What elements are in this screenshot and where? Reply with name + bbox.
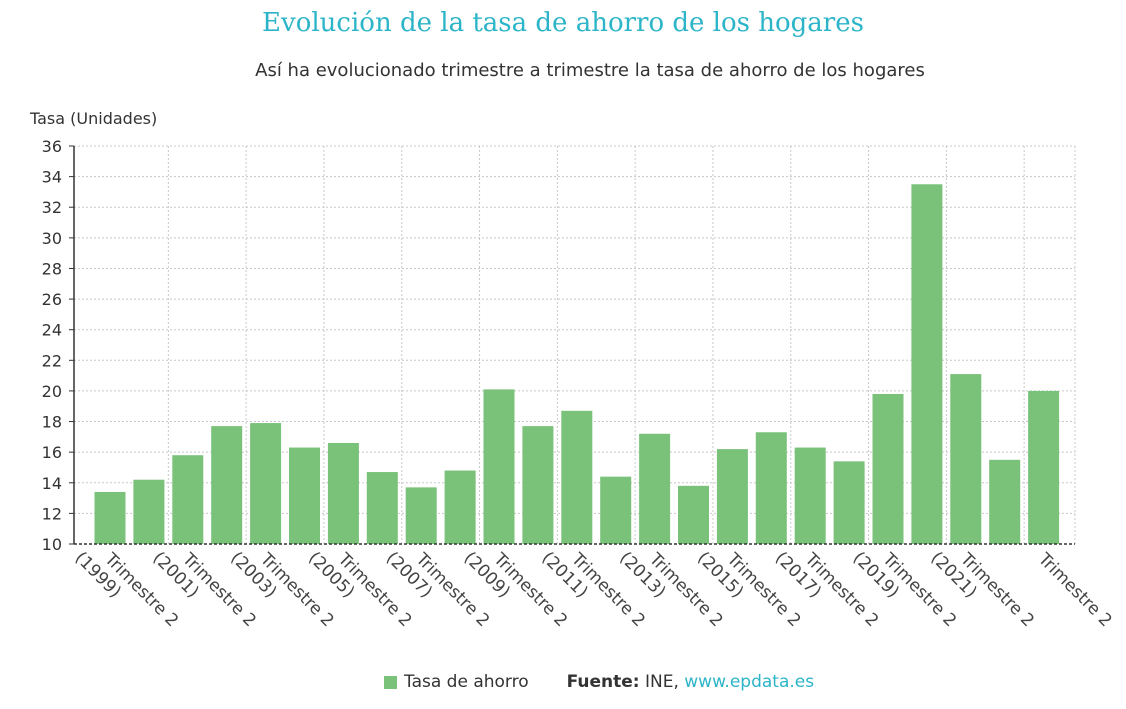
bar (1028, 390, 1060, 544)
chart-title: Evolución de la tasa de ahorro de los ho… (262, 8, 864, 38)
source-text: INE, (639, 672, 685, 692)
y-tick-label: 34 (42, 168, 62, 187)
y-tick-label: 20 (42, 382, 62, 401)
y-tick-label: 10 (42, 535, 62, 554)
y-tick-label: 12 (42, 504, 62, 523)
bar (250, 423, 282, 544)
bar (289, 447, 320, 544)
y-tick-label: 16 (42, 443, 62, 462)
bar (561, 410, 593, 544)
bar (94, 491, 126, 544)
source-link[interactable]: www.epdata.es (684, 672, 815, 692)
bar (833, 461, 865, 544)
legend-swatch (384, 675, 397, 689)
y-tick-label: 14 (42, 474, 62, 493)
source-note: Fuente: INE, www.epdata.es (567, 672, 814, 692)
bar (872, 393, 904, 544)
bar (911, 184, 943, 544)
y-tick-label: 22 (42, 351, 62, 370)
bar (444, 470, 476, 544)
y-tick-label: 26 (42, 290, 62, 309)
bar (989, 459, 1021, 544)
bar (755, 432, 787, 544)
chart-footer: Tasa de ahorro Fuente: INE, www.epdata.e… (384, 672, 814, 692)
bar (639, 433, 671, 544)
bar (678, 485, 709, 544)
y-tick-label: 28 (42, 259, 62, 278)
bar (366, 472, 398, 544)
bar (522, 426, 554, 544)
bar (950, 374, 982, 544)
bar (405, 487, 437, 544)
bar (600, 476, 632, 544)
y-tick-label: 24 (42, 321, 62, 340)
x-tick-label: Trimestre 2 (1033, 549, 1115, 631)
x-tick-label-line: Trimestre 2 (1033, 549, 1115, 631)
source-label: Fuente: (566, 672, 640, 692)
chart-subtitle: Así ha evolucionado trimestre a trimestr… (255, 60, 925, 81)
bar (716, 449, 748, 544)
bar (133, 479, 165, 544)
bar (211, 426, 243, 544)
y-tick-label: 32 (42, 198, 62, 217)
bar (327, 442, 359, 544)
legend-label: Tasa de ahorro (404, 672, 529, 692)
y-tick-label: 18 (42, 413, 62, 432)
bar (172, 455, 204, 544)
y-axis-label: Tasa (Unidades) (30, 109, 158, 128)
y-tick-label: 30 (42, 229, 62, 248)
bar (483, 389, 515, 544)
x-tick-label: Trimestre 2(2021) (927, 534, 1038, 645)
bar (794, 447, 826, 544)
y-tick-label: 36 (42, 137, 62, 156)
